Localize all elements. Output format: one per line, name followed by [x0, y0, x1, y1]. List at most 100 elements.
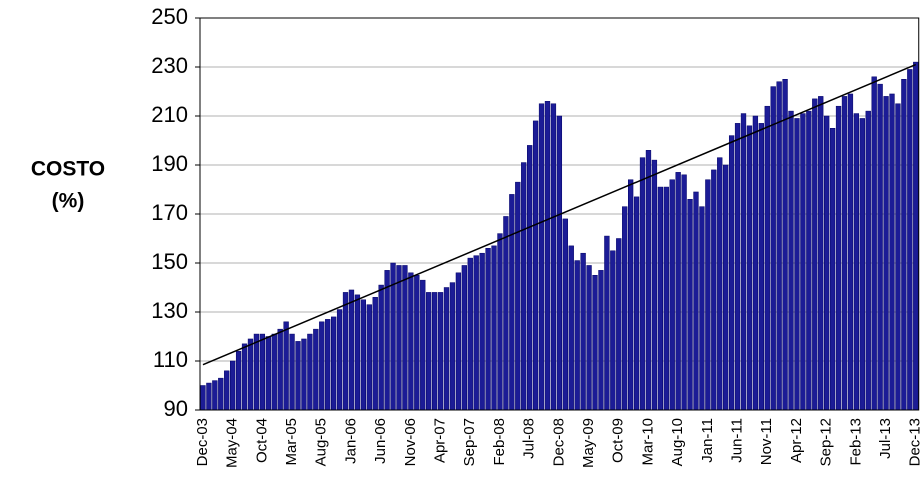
y-tick-label: 230: [151, 53, 188, 78]
bar: [788, 110, 794, 411]
bar: [681, 174, 687, 411]
bar: [503, 216, 509, 411]
bar: [628, 179, 634, 411]
y-tick-label: 170: [151, 200, 188, 225]
bar: [259, 333, 266, 411]
x-tick-label: Sep-07: [461, 418, 478, 466]
bar: [782, 79, 788, 411]
y-tick-label: 150: [151, 249, 188, 274]
bar: [325, 319, 331, 411]
x-tick-label: Nov-06: [402, 418, 419, 466]
bar: [699, 206, 705, 411]
bar: [824, 115, 830, 411]
bar: [883, 96, 889, 411]
bar: [313, 328, 319, 411]
bar: [485, 248, 491, 411]
bar: [431, 292, 438, 411]
bar: [657, 186, 664, 411]
bar: [663, 186, 669, 411]
bar: [366, 304, 372, 411]
bar: [669, 179, 675, 411]
bar: [235, 350, 242, 411]
bar: [651, 159, 658, 411]
y-tick-label: 210: [151, 102, 188, 127]
bar: [426, 292, 432, 411]
bar: [574, 260, 580, 411]
x-tick-label: Apr-12: [788, 418, 805, 463]
bar: [331, 316, 337, 411]
bar: [877, 83, 883, 411]
y-tick-label: 250: [151, 4, 188, 29]
bar: [253, 333, 260, 411]
bar: [800, 113, 806, 411]
bar: [461, 265, 467, 411]
y-tick-label: 90: [164, 396, 188, 421]
bar: [544, 101, 551, 411]
y-tick-label: 190: [151, 151, 188, 176]
bar: [705, 179, 711, 411]
bar: [455, 272, 462, 411]
bar: [247, 338, 254, 411]
x-tick-label: Jul-13: [877, 418, 894, 459]
bar: [835, 105, 842, 411]
bar: [538, 103, 545, 411]
trendline: [202, 63, 917, 366]
bar: [509, 194, 515, 411]
bar: [491, 245, 497, 411]
x-tick-label: Nov-11: [758, 418, 775, 465]
bar: [437, 292, 444, 411]
plot-border: [199, 17, 920, 411]
bar: [408, 272, 414, 411]
bar: [449, 282, 456, 411]
y-axis-label: (%): [52, 190, 85, 213]
x-tick-label: Oct-09: [610, 418, 627, 463]
x-tick-label: Feb-13: [847, 418, 864, 466]
bar: [562, 218, 568, 411]
bar: [622, 206, 628, 411]
x-tick-label: Jun-06: [372, 418, 389, 464]
bar: [230, 360, 236, 411]
bar: [527, 145, 533, 411]
bar: [265, 336, 271, 411]
bar: [580, 252, 586, 411]
bar: [289, 333, 295, 411]
bar: [479, 252, 485, 411]
x-tick-label: Sep-12: [818, 418, 835, 466]
bar: [295, 341, 301, 411]
bar: [693, 191, 699, 411]
bar: [556, 115, 563, 411]
bar: [907, 69, 913, 411]
bar: [746, 125, 753, 411]
bar: [723, 164, 729, 411]
bar: [776, 81, 782, 411]
x-tick-label: May-04: [224, 418, 241, 468]
bar: [871, 76, 877, 411]
bar: [515, 181, 521, 411]
bar: [473, 255, 479, 411]
bar: [420, 279, 426, 411]
bar: [319, 321, 325, 411]
bar: [354, 294, 361, 411]
y-axis-label: COSTO: [31, 158, 105, 181]
bar: [402, 265, 408, 411]
bar: [812, 98, 818, 411]
bar: [277, 328, 283, 411]
x-tick-label: Feb-08: [491, 418, 508, 466]
y-tick-label: 130: [151, 298, 188, 323]
bar: [711, 169, 717, 411]
bar: [443, 287, 450, 411]
bar: [604, 235, 610, 411]
bar: [218, 377, 224, 411]
bar: [717, 157, 723, 411]
x-tick-label: Dec-08: [550, 418, 567, 466]
bar: [818, 96, 824, 411]
bar: [212, 380, 218, 411]
bar: [396, 265, 402, 411]
bar: [758, 123, 764, 411]
bar: [734, 123, 741, 411]
bar: [841, 96, 848, 411]
bar: [764, 105, 770, 411]
bar: [592, 275, 598, 411]
x-tick-label: Apr-07: [432, 418, 449, 463]
bar: [360, 299, 367, 411]
